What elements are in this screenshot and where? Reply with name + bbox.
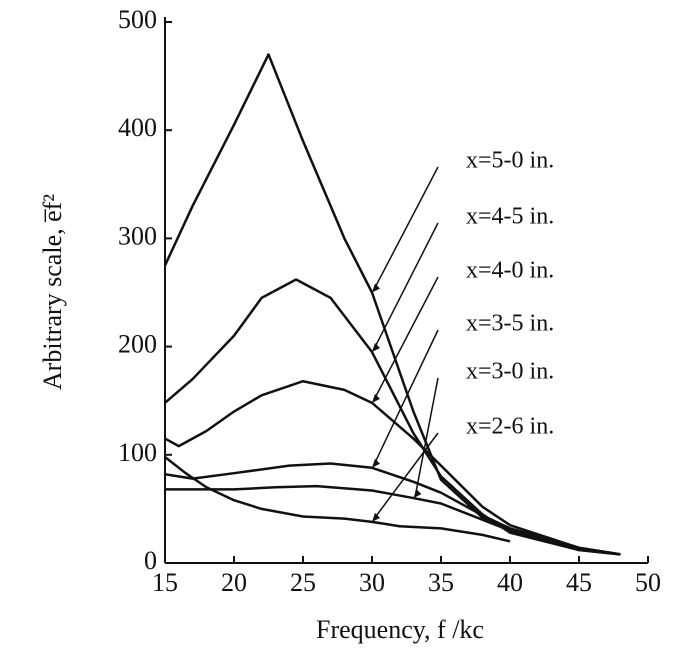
series-label: x=3-0 in.	[466, 359, 554, 385]
y-tick-label: 100	[118, 438, 157, 467]
x-tick-label: 25	[290, 568, 316, 597]
y-tick-label: 200	[118, 330, 157, 359]
annotation-arrow	[373, 432, 439, 520]
annotation-arrow	[373, 276, 439, 401]
x-tick-label: 50	[635, 568, 661, 597]
line	[164, 462, 621, 556]
series-label: x=4-0 in.	[466, 258, 554, 284]
x-tick-label: 40	[497, 568, 523, 597]
x-tick-label: 45	[566, 568, 592, 597]
line	[163, 53, 621, 556]
y-axis-label: Arbitrary scale, e̅f²	[38, 194, 67, 390]
annotation-arrow	[414, 377, 439, 496]
arrow-head	[372, 343, 380, 353]
y-tick-label: 300	[118, 221, 157, 250]
annotation-arrow	[373, 222, 439, 350]
line	[164, 379, 621, 556]
y-tick-label: 400	[118, 113, 157, 142]
x-tick-label: 35	[428, 568, 454, 597]
series-label: x=4-5 in.	[466, 204, 554, 230]
arrow-head	[413, 489, 422, 499]
x-tick-label: 15	[152, 568, 178, 597]
y-tick-label: 500	[118, 5, 157, 34]
annotation-arrow	[373, 166, 439, 290]
series-label: x=2-6 in.	[466, 414, 554, 440]
x-tick-label: 20	[221, 568, 247, 597]
arrow-head	[372, 458, 380, 468]
arrow-head	[372, 512, 380, 522]
series-label: x=5-0 in.	[466, 148, 554, 174]
x-axis-label: Frequency, f /kc	[316, 615, 484, 644]
x-tick-label: 30	[359, 568, 385, 597]
arrow-head	[372, 393, 380, 403]
line	[164, 455, 511, 543]
arrow-head	[372, 283, 380, 293]
y-tick-label: 0	[144, 546, 157, 575]
annotation-arrow	[373, 329, 439, 466]
series-label: x=3-5 in.	[466, 311, 554, 337]
